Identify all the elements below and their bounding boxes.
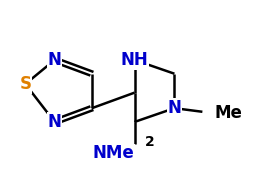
Text: 2: 2 <box>145 135 155 149</box>
Text: N: N <box>168 99 181 117</box>
Text: S: S <box>19 75 31 93</box>
Text: NMe: NMe <box>93 144 134 162</box>
Text: N: N <box>48 113 62 131</box>
Text: N: N <box>48 51 62 69</box>
Text: Me: Me <box>214 104 242 122</box>
Text: NH: NH <box>121 51 148 69</box>
